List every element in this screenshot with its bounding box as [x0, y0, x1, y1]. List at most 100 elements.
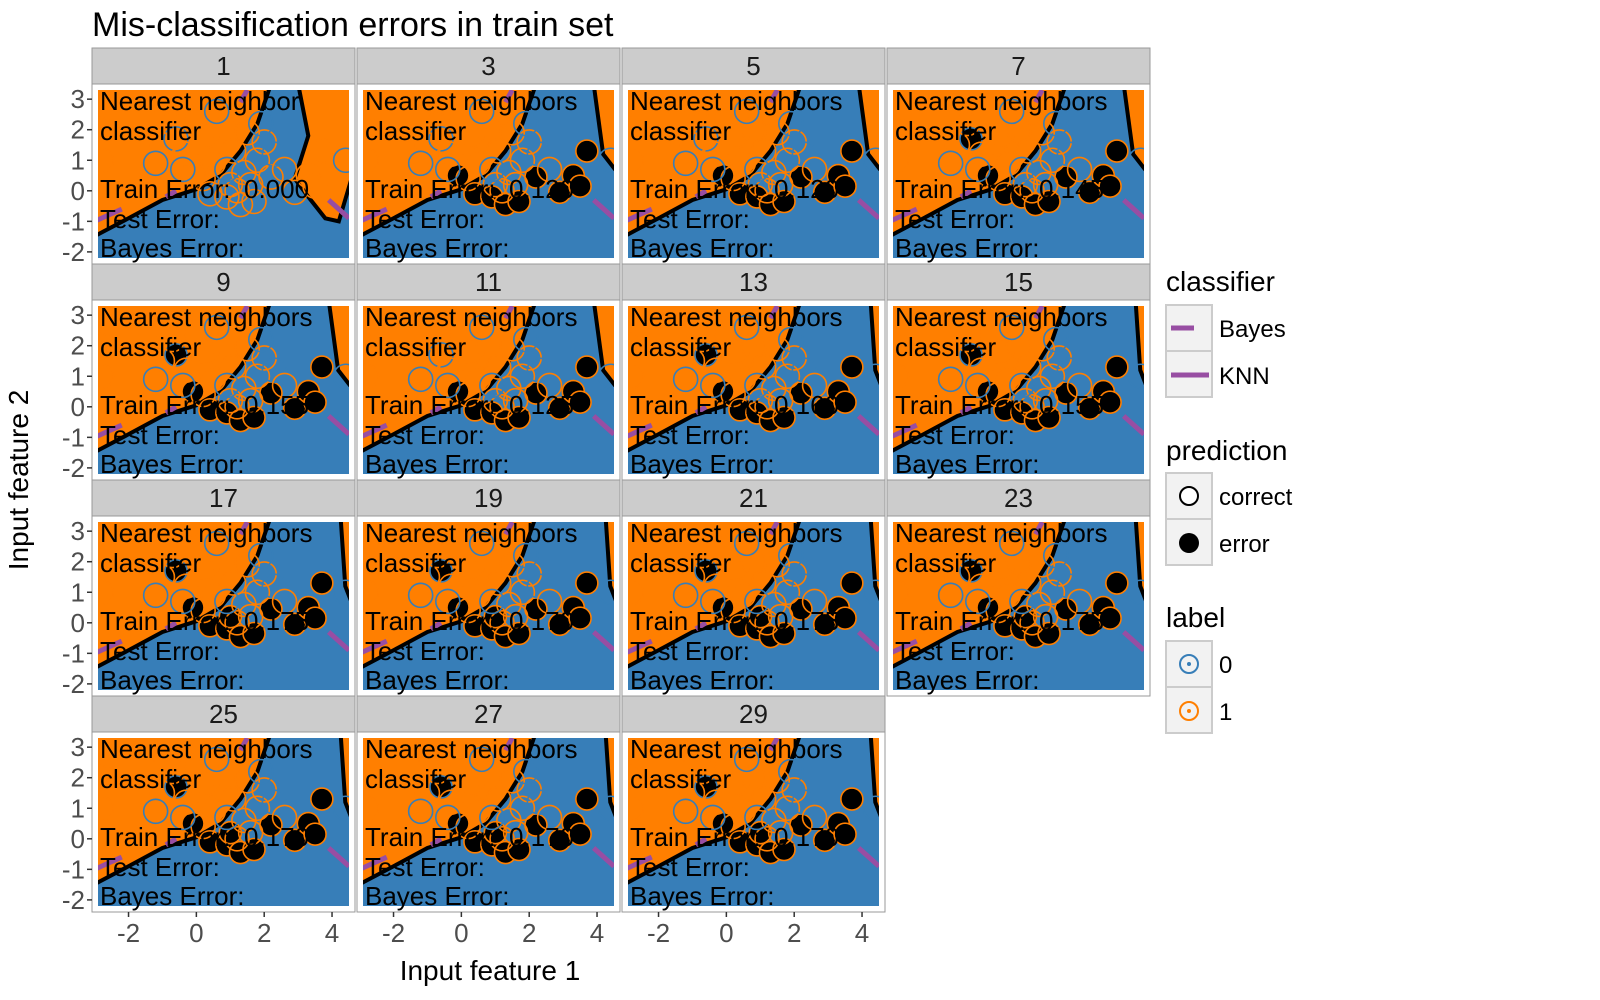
correct-point	[988, 555, 1015, 581]
label1-key-icon	[1179, 701, 1199, 721]
bayes-error-label: Bayes Error:	[365, 665, 510, 695]
train-error-value: 0.170	[244, 822, 309, 852]
correct-point	[513, 542, 539, 569]
correct-point	[234, 119, 261, 146]
facet-k-13: 13 Nearest neighbors classifier Train Error…	[621, 263, 886, 481]
correct-point	[703, 357, 729, 383]
correct-point	[224, 609, 250, 636]
y-tick-label: 0	[71, 824, 85, 854]
error-point	[575, 787, 599, 811]
correct-point	[730, 798, 757, 825]
facet-classifier-title: Nearest neighbors classifier	[895, 518, 1107, 578]
train-error-label: Train Error:	[630, 174, 761, 204]
bayes-boundary	[164, 404, 178, 416]
correct-point	[261, 573, 288, 599]
correct-point	[173, 789, 199, 815]
facet-k-27: 27 Nearest neighbors classifier Train Error…	[356, 695, 621, 913]
correct-point	[237, 171, 264, 198]
facet-strip-label: 7	[1011, 51, 1025, 81]
correct-point	[948, 530, 974, 557]
bayes-boundary	[628, 854, 653, 871]
x-tick-label: 2	[257, 918, 271, 948]
error-point	[840, 139, 864, 163]
facet-classifier-title: Nearest neighbors classifier	[365, 86, 577, 146]
bayes-boundary	[959, 188, 973, 200]
correct-point	[448, 533, 475, 560]
bayes-boundary	[591, 414, 614, 437]
facet-strip-label: 13	[739, 267, 768, 297]
y-tick-label: 3	[71, 732, 85, 762]
bayes-boundary	[591, 630, 614, 653]
correct-point	[248, 758, 274, 785]
test-error-label: Test Error:	[895, 636, 1015, 666]
train-error-label: Train Error:	[100, 174, 231, 204]
correct-point	[363, 795, 380, 822]
correct-point	[169, 156, 196, 183]
x-tick-label: -2	[117, 918, 140, 948]
correct-point	[309, 138, 335, 164]
error-point	[1105, 139, 1129, 163]
facet-k-3: 3 Nearest neighbors classifier Train Error:…	[356, 47, 621, 265]
error-point	[568, 390, 592, 415]
facet-k-5: 5 Nearest neighbors classifier Train Error:…	[621, 47, 886, 265]
correct-point	[791, 141, 818, 167]
correct-point	[173, 573, 199, 599]
bayes-boundary	[768, 306, 780, 320]
error-point	[568, 174, 592, 199]
facet-strip	[886, 47, 1151, 85]
correct-point	[699, 588, 726, 615]
correct-point	[418, 746, 444, 773]
correct-point	[978, 101, 1005, 128]
correct-point	[332, 147, 349, 174]
correct-point	[489, 178, 515, 204]
correct-point	[465, 798, 492, 825]
correct-point	[764, 119, 791, 146]
correct-point	[1039, 147, 1066, 174]
test-error-label: Test Error:	[630, 420, 750, 450]
correct-point	[526, 573, 553, 599]
correct-point	[98, 795, 115, 822]
correct-point	[499, 551, 526, 578]
correct-point	[944, 564, 971, 590]
correct-point	[418, 98, 444, 125]
facet-strip-label: 15	[1004, 267, 1033, 297]
correct-point	[744, 588, 770, 615]
facet-classifier-title: Nearest neighbors classifier	[630, 518, 842, 578]
correct-point	[203, 314, 230, 341]
correct-point	[434, 588, 461, 615]
correct-point	[750, 354, 777, 380]
test-error-label: Test Error:	[100, 636, 220, 666]
correct-point	[964, 156, 991, 183]
error-point	[575, 571, 599, 595]
correct-point	[526, 789, 553, 815]
facet-classifier-title: Nearest neighbors classifier	[630, 734, 842, 794]
train-error-value: 0.120	[774, 174, 839, 204]
x-tick-label: 2	[522, 918, 536, 948]
bayes-boundary	[503, 90, 515, 104]
correct-point	[754, 393, 780, 420]
facet-classifier-title: Nearest neighbors classifier	[365, 302, 577, 362]
x-tick-label: 4	[325, 918, 339, 948]
correct-point	[968, 141, 994, 167]
error-point	[303, 822, 327, 847]
correct-point	[428, 126, 454, 152]
correct-point	[414, 348, 441, 374]
bayes-boundary	[503, 522, 515, 536]
correct-point	[407, 366, 434, 393]
correct-point	[1032, 171, 1059, 198]
bayes-boundary	[326, 630, 349, 653]
bayes-boundary	[363, 854, 388, 871]
error-point	[303, 390, 327, 415]
correct-point	[689, 326, 716, 353]
train-error-value: 0.125	[509, 390, 574, 420]
correct-point	[479, 156, 505, 183]
correct-point	[173, 357, 199, 383]
test-error-label: Test Error:	[100, 852, 220, 882]
facet-strip-label: 9	[216, 267, 230, 297]
correct-point	[434, 156, 461, 183]
facet-k-29: 29 Nearest neighbors classifier Train Error…	[621, 695, 886, 913]
correct-point	[227, 191, 254, 218]
region-label-1	[338, 522, 349, 602]
test-error-label: Test Error:	[100, 204, 220, 234]
bayes-boundary	[238, 306, 250, 320]
